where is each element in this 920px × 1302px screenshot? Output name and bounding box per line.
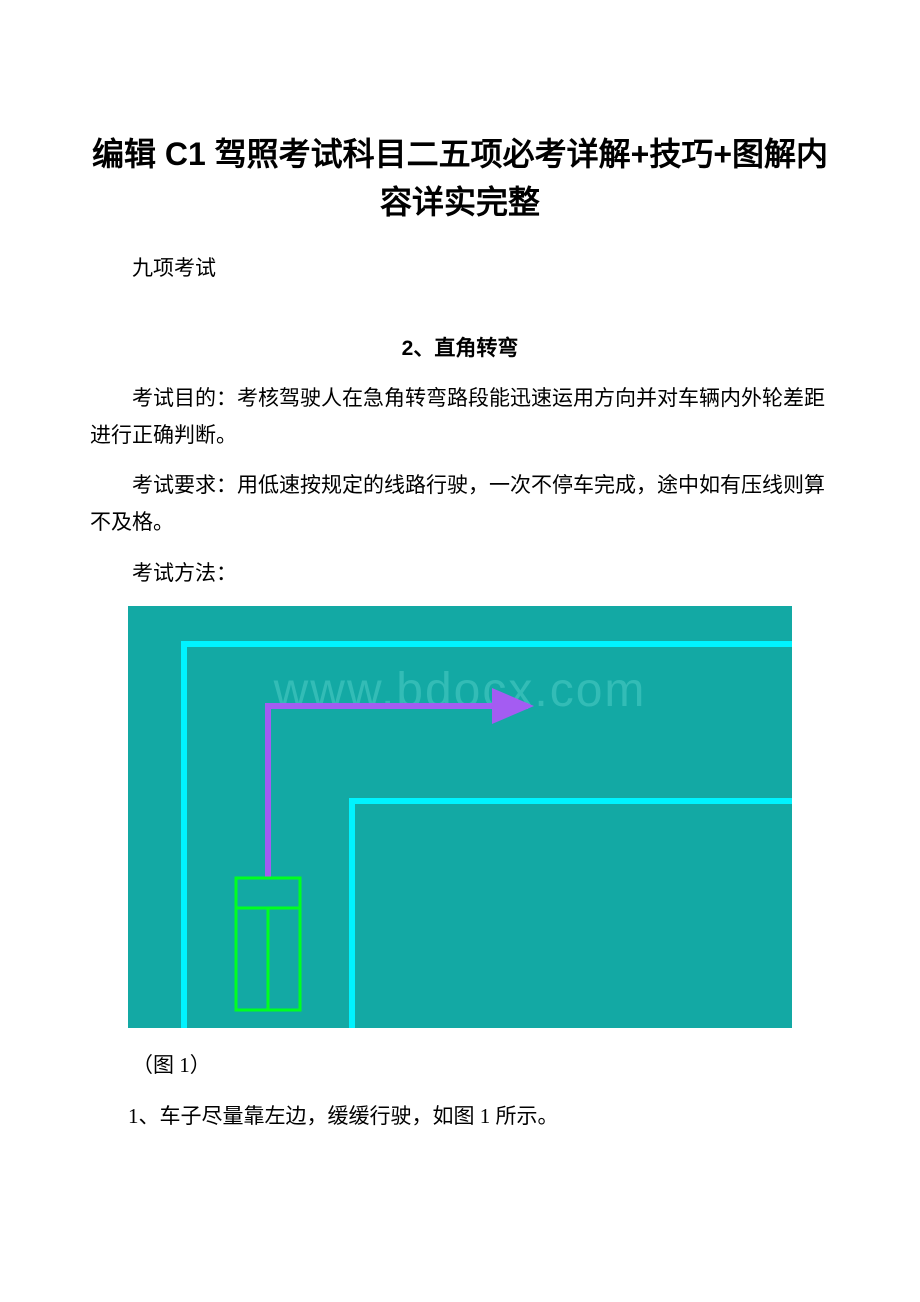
- right-angle-turn-diagram: www.bdocx.com: [128, 606, 792, 1028]
- paragraph-purpose: 考试目的：考核驾驶人在急角转弯路段能迅速运用方向并对车辆内外轮差距进行正确判断。: [90, 380, 830, 454]
- svg-text:www.bdocx.com: www.bdocx.com: [273, 664, 647, 717]
- paragraph-method: 考试方法：: [90, 555, 830, 592]
- subtitle: 九项考试: [90, 250, 830, 288]
- figure-caption: （图 1）: [90, 1047, 830, 1085]
- paragraph-requirement: 考试要求：用低速按规定的线路行驶，一次不停车完成，途中如有压线则算不及格。: [90, 467, 830, 541]
- step-1: 1、车子尽量靠左边，缓缓行驶，如图 1 所示。: [128, 1098, 830, 1136]
- page-title: 编辑 C1 驾照考试科目二五项必考详解+技巧+图解内容详实完整: [90, 130, 830, 226]
- diagram-container: www.bdocx.com: [128, 606, 830, 1033]
- section-heading: 2、直角转弯: [90, 332, 830, 362]
